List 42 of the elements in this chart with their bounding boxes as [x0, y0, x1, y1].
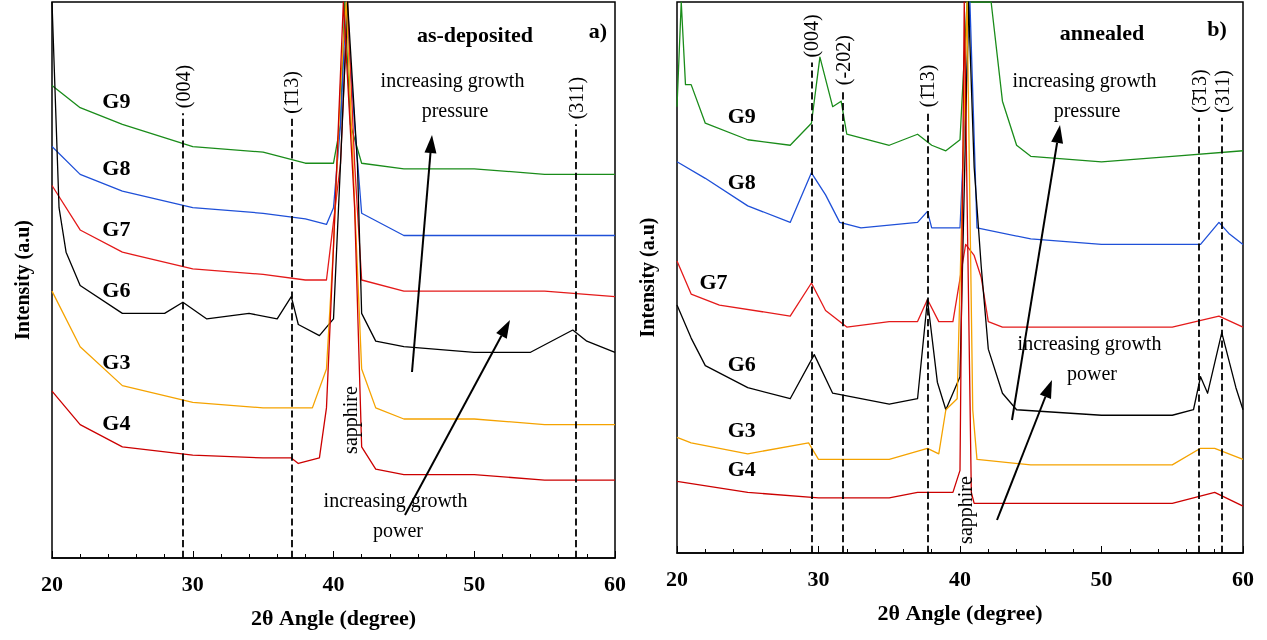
x-tick-label: 20: [41, 570, 63, 596]
text: as-deposited: [416, 21, 534, 47]
x-axis-title: 2θ Angle (degree): [877, 599, 1043, 625]
annotation: (3̄13): [1188, 69, 1212, 113]
series-label: G8: [102, 154, 131, 180]
series-label: G4: [727, 455, 756, 481]
x-tick-label: 60: [604, 570, 626, 596]
text: annealed: [1059, 19, 1145, 45]
annotation: sapphire: [954, 476, 977, 544]
series-label: G7: [699, 268, 728, 294]
annotation: (1̄13): [916, 64, 940, 108]
series-label: G8: [727, 169, 756, 195]
series-label: G6: [102, 276, 131, 302]
series-label: G4: [102, 410, 131, 436]
series-label: G9: [102, 87, 131, 113]
annotation: (004): [171, 64, 195, 109]
x-tick-label: 30: [181, 570, 204, 596]
x-tick-label: 50: [463, 570, 486, 596]
series-label: G7: [102, 215, 131, 241]
x-tick-label: 30: [807, 565, 830, 591]
annotation: sapphire: [339, 386, 362, 454]
x-tick-label: 50: [1090, 565, 1113, 591]
y-axis-title: Intensity (a.u): [11, 219, 34, 341]
annotation: (311): [1210, 70, 1234, 113]
annotation: increasing growth pressure: [380, 69, 530, 122]
annotation: (1̄13): [280, 71, 304, 114]
annotation: (311): [564, 76, 588, 120]
annotation: a): [588, 17, 608, 43]
series-label: G9: [727, 103, 756, 129]
y-axis-title: Intensity (a.u): [636, 217, 659, 338]
x-tick-label: 20: [666, 565, 688, 591]
annotation: increasing growth pressure: [1012, 69, 1162, 122]
annotation: (-202): [831, 35, 855, 86]
series-label: G6: [727, 351, 756, 377]
annotation: b): [1207, 15, 1227, 41]
series-label: G3: [727, 417, 756, 443]
x-axis-title: 2θ Angle (degree): [250, 604, 417, 630]
annotation: (004): [800, 14, 824, 58]
x-tick-label: 40: [949, 565, 971, 591]
x-tick-label: 40: [322, 570, 345, 596]
x-tick-label: 60: [1232, 565, 1254, 591]
series-label: G3: [102, 349, 131, 375]
